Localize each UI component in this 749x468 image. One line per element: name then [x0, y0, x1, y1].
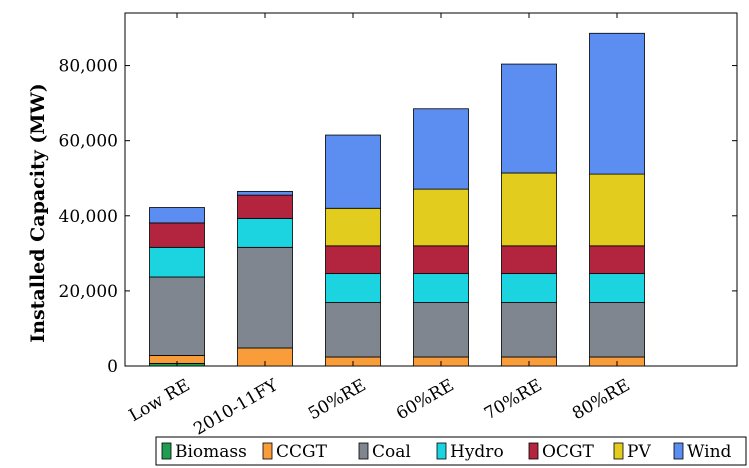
bar-segment-ocgt: [589, 245, 645, 275]
legend-swatch-ccgt: [262, 442, 273, 460]
x-tick-label: 80%RE: [569, 375, 634, 424]
legend-label: OCGT: [542, 442, 595, 462]
legend-swatch-biomass: [161, 442, 172, 460]
bar-segment-coal: [325, 302, 381, 358]
legend-label: Coal: [372, 442, 411, 462]
bar-segment-coal: [589, 302, 645, 358]
bar-segment-hydro: [501, 273, 557, 303]
bar-segment-wind: [501, 63, 557, 174]
bar-segment-coal: [501, 302, 557, 358]
legend-label: Hydro: [450, 442, 504, 462]
bar-segment-pv: [501, 172, 557, 247]
legend-box: [155, 436, 747, 466]
x-tick-label: 50%RE: [305, 375, 370, 424]
plot-area: [124, 12, 738, 367]
x-tick-label: Low RE: [126, 375, 194, 426]
y-tick-label: 40,000: [59, 207, 118, 227]
bar-segment-ocgt: [413, 245, 469, 275]
legend-swatch-pv: [613, 442, 624, 460]
bar-segment-wind: [589, 32, 645, 175]
bar-segment-pv: [589, 173, 645, 247]
bar-segment-wind: [413, 108, 469, 190]
bar-segment-coal: [149, 276, 205, 356]
x-tick-label: 2010-11FY: [190, 375, 282, 440]
bar-segment-ocgt: [325, 245, 381, 275]
legend-swatch-coal: [358, 442, 369, 460]
bar-segment-ocgt: [149, 222, 205, 248]
bar-segment-hydro: [237, 218, 293, 248]
bar-segment-ocgt: [237, 194, 293, 219]
bar-segment-hydro: [325, 273, 381, 303]
bar-segment-hydro: [589, 273, 645, 303]
bar-segment-wind: [149, 207, 205, 224]
bar-segment-wind: [237, 190, 293, 196]
legend-label: CCGT: [276, 442, 328, 462]
legend-label: PV: [627, 442, 651, 462]
x-tick-label: 60%RE: [393, 375, 458, 424]
legend-label: Wind: [687, 442, 732, 462]
legend-label: Biomass: [175, 442, 247, 462]
y-tick-label: 60,000: [59, 132, 118, 152]
bar-segment-hydro: [413, 273, 469, 303]
x-tick-label: 70%RE: [481, 375, 546, 424]
y-tick-label: 0: [107, 357, 118, 377]
bar-segment-coal: [413, 302, 469, 358]
y-axis-title: Installed Capacity (MW): [27, 83, 49, 343]
bar-segment-pv: [413, 188, 469, 247]
y-tick-label: 80,000: [59, 57, 118, 77]
legend-swatch-hydro: [436, 442, 447, 460]
legend-swatch-ocgt: [528, 442, 539, 460]
y-axis: 0 20,000 40,000 60,000 80,000: [59, 57, 737, 377]
y-tick-label: 20,000: [59, 282, 118, 302]
bar-segment-pv: [325, 207, 381, 247]
bar-segment-coal: [237, 246, 293, 349]
bar-segment-wind: [325, 134, 381, 209]
legend: Biomass CCGT Coal Hydro OCGT PV Wind: [155, 436, 747, 466]
bar-segment-ocgt: [501, 245, 557, 275]
bar-segment-hydro: [149, 246, 205, 278]
legend-swatch-wind: [673, 442, 684, 460]
